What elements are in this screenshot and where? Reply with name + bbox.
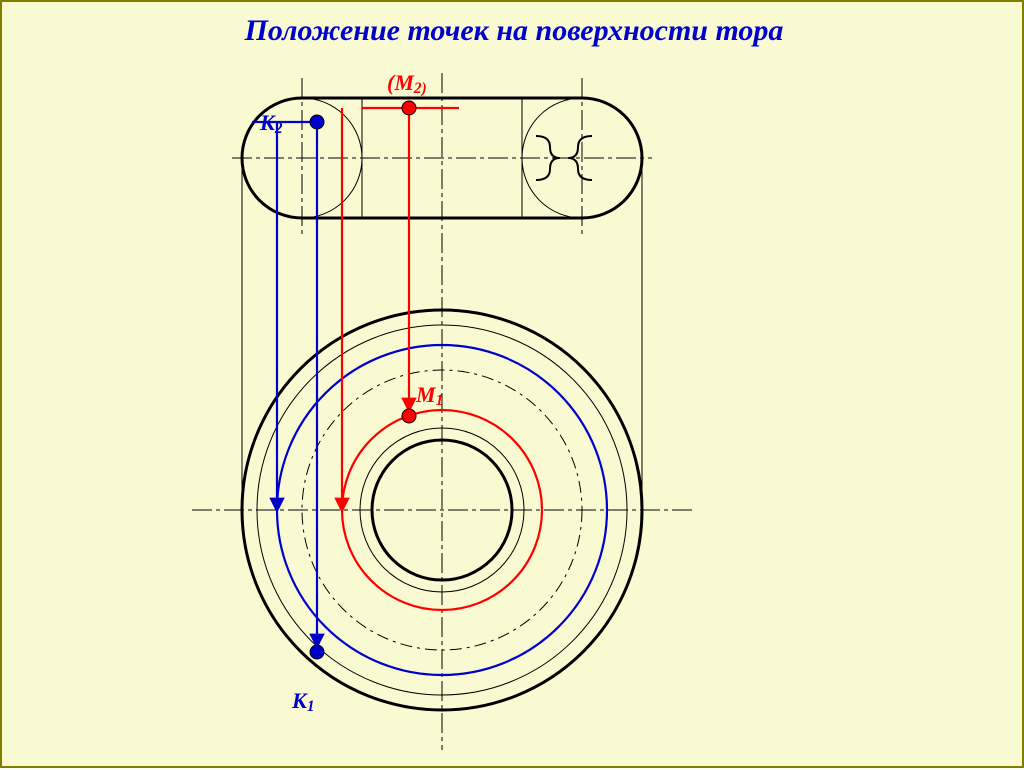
slide-root: Положение точек на поверхности тора К2 (… (0, 0, 1024, 768)
label-m1: М1 (416, 382, 443, 408)
diagram-svg (2, 2, 1024, 770)
label-k1: К1 (292, 688, 315, 714)
label-m2: (М2) (387, 70, 427, 96)
label-k2: К2 (260, 110, 283, 136)
